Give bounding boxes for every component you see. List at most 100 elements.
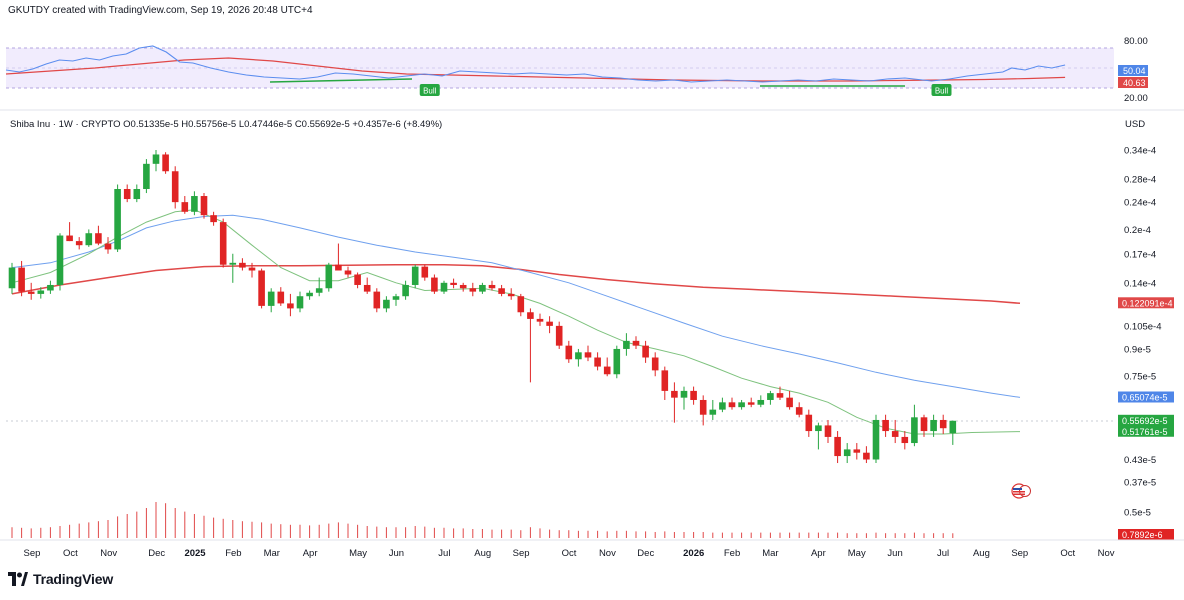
price-pane[interactable]: 0.34e-4 0.28e-4 0.24e-4 0.2e-4 0.17e-4 0.14e-… [6,146,1174,541]
candle-body [623,340,630,349]
candle-body [834,436,841,457]
candle [162,152,169,174]
candle [527,308,534,383]
rsi-divergence-lines [269,78,905,87]
time-tick: May [349,548,367,559]
time-tick: Jun [887,548,902,559]
candle-body [661,370,669,391]
candle-body [584,352,592,358]
price-tick: 0.37e-5 [1124,478,1156,489]
rsi-tick-80: 80.00 [1124,36,1148,47]
candle [930,414,937,437]
candle-body [843,449,851,457]
time-tick: Oct [1060,548,1075,559]
candle-body [594,357,601,367]
candle-body [738,402,745,408]
candle [536,313,544,326]
candle [584,345,592,362]
candle [507,288,515,300]
candle-body [383,299,390,309]
rsi-ma-last-label: 40.63 [1123,78,1146,88]
candle-body [565,345,573,360]
candle-body [363,284,371,292]
price-tick: 0.75e-5 [1124,372,1156,383]
candle [143,159,150,194]
time-tick: Mar [762,548,778,559]
time-tick: Apr [303,548,318,559]
candle [786,390,793,410]
candle [181,196,189,214]
candle-body [546,321,553,326]
candle [863,446,870,464]
candle-body [459,284,467,289]
price-tick: 0.5e-5 [1124,508,1151,519]
tradingview-logo-icon [8,572,28,586]
candle-body [450,282,457,285]
candle-body [469,288,477,292]
candle [594,352,601,371]
candle-body [95,233,102,244]
volume-bars [11,502,954,538]
us-flag-icon[interactable] [1011,483,1031,499]
candle-body [786,397,793,408]
candle [517,293,525,317]
candle-body [85,233,93,246]
candle [277,287,285,306]
symbol-legend: Shiba Inu · 1W · CRYPTO O0.51335e-5 H0.5… [10,119,442,130]
candle-body [709,409,717,415]
candle-body [392,296,400,300]
candle-body [911,417,918,444]
candle [18,260,25,297]
candle [661,366,669,400]
rsi-panel[interactable]: Bull Bull 80.00 20.00 50.04 40.63 [5,36,1148,104]
candle-body [373,291,381,309]
price-tick: 0.2e-4 [1124,225,1151,236]
candle [373,288,381,313]
time-tick: Mar [264,548,280,559]
ma-slow-line [11,263,1021,305]
candle [795,402,803,418]
candle [757,395,765,408]
rsi-line [5,45,1066,83]
time-axis[interactable]: Sep Oct Nov Dec 2025 Feb Mar Apr May Jun Jul Aug Sep… [24,548,1115,559]
candle [450,278,457,289]
candle-body [815,425,822,432]
candle [709,399,717,420]
currency-label: USD [1125,119,1145,130]
candle [603,357,611,377]
candle [776,386,784,400]
candle [258,268,265,309]
price-label-box [1118,425,1174,437]
candle-body [671,390,678,398]
candle-body [431,277,438,292]
candle [114,184,121,253]
candle-body [315,288,323,293]
price-tick: 0.14e-4 [1124,278,1156,289]
candle-body [123,189,131,200]
candle [488,280,496,291]
candle-body [171,171,179,203]
candle [632,336,640,349]
price-label-box [1118,529,1174,540]
candle [498,284,505,297]
candle [699,395,707,426]
candle [680,386,688,410]
candle [728,397,736,410]
rsi-ma-last-box [1118,77,1148,88]
candle [719,397,726,413]
candle-body [277,291,285,304]
candle-body [949,420,957,434]
time-tick: Nov [1098,548,1115,559]
candle [911,404,918,447]
time-tick: Jul [937,548,949,559]
candle-body [162,154,169,172]
candle-body [181,202,189,212]
price-axis[interactable]: 0.34e-4 0.28e-4 0.24e-4 0.2e-4 0.17e-4 0.14e-… [1124,146,1162,519]
candle-body [824,425,832,437]
candle [315,277,323,297]
candle [8,262,16,294]
price-tick: 0.28e-4 [1124,175,1156,186]
tradingview-brand[interactable]: TradingView [8,571,113,587]
ma-mid-line [11,214,1021,398]
